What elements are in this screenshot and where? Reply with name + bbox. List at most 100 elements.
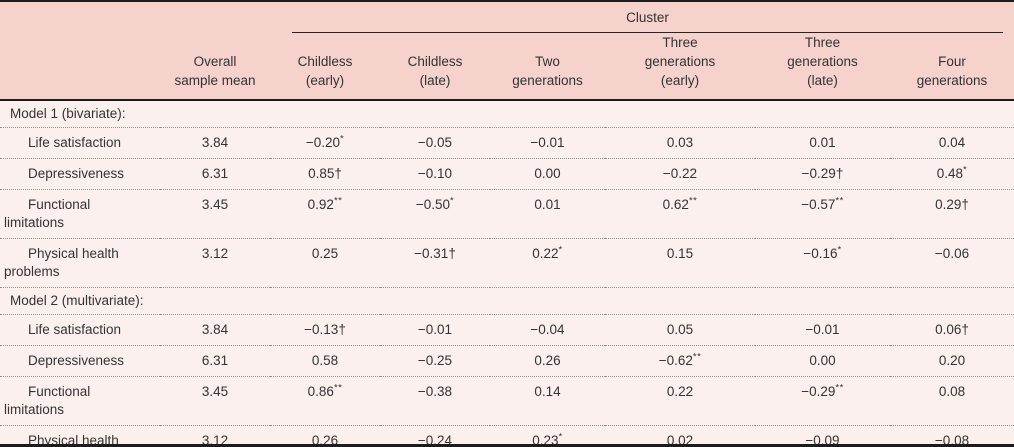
significance-stars: ** (333, 195, 343, 207)
cell-three-generations-late: −0.01 (805, 322, 840, 337)
cell-overall-sample-mean: 3.12 (201, 433, 229, 447)
significance-stars: ** (688, 195, 698, 207)
significance-stars: ** (835, 382, 844, 394)
row-label: Life satisfaction (28, 135, 122, 150)
cell-four-generations: 0.04 (938, 135, 966, 150)
cell-two-generations: 0.26 (534, 353, 561, 368)
cell-three-generations-late: −0.09 (805, 433, 840, 447)
significance-stars: * (837, 244, 842, 256)
significance-stars: ** (333, 382, 343, 394)
cell-two-generations: 0.23* (532, 431, 563, 447)
cell-three-generations-early: −0.22 (662, 166, 698, 181)
row-label: Functional limitations (4, 197, 91, 230)
table-row: Depressiveness 6.31 0.85† −0.10 0.00 −0.22 −0.… (0, 158, 1014, 190)
cell-three-generations-early: 0.62** (662, 195, 698, 212)
cell-three-generations-late: 0.01 (809, 135, 836, 150)
cell-two-generations: −0.01 (530, 135, 565, 150)
cell-three-generations-early: 0.03 (666, 135, 694, 150)
table-row: Physical health problems 3.12 0.26 −0.24 0.2… (0, 425, 1014, 447)
table-row: Life satisfaction 3.84 −0.13† −0.01 −0.04 0.0… (0, 314, 1014, 346)
bottom-rule (0, 444, 1014, 447)
significance-stars: * (449, 195, 455, 207)
cell-childless-early: 0.58 (311, 353, 339, 368)
col-header-three-generations-early: Three generations (early) (605, 33, 755, 101)
column-header-row: Overall sample mean Childless (early) Chil… (0, 33, 1014, 101)
cell-three-generations-early: 0.02 (666, 433, 694, 447)
table-row: Functional limitations 3.45 0.86** −0.38 0.1… (0, 376, 1014, 426)
col-header-four-generations: Four generations (890, 33, 1014, 101)
col-header-three-generations-late: Three generations (late) (755, 33, 890, 101)
cell-three-generations-late: −0.16* (803, 244, 842, 261)
cell-overall-sample-mean: 6.31 (201, 353, 229, 368)
row-label: Physical health problems (28, 433, 119, 447)
table-body: Model 1 (bivariate): Life satisfaction 3.8… (0, 100, 1014, 447)
cell-childless-late: −0.01 (417, 322, 453, 337)
cluster-header-label: Cluster (626, 10, 669, 25)
cell-childless-early: 0.92** (307, 195, 343, 212)
cell-childless-late: −0.50* (415, 195, 455, 212)
col-header-childless-late: Childless (late) (380, 33, 490, 101)
row-label: Functional limitations (4, 384, 91, 417)
cell-childless-late: −0.24 (417, 433, 453, 447)
cell-two-generations: 0.00 (534, 166, 561, 181)
cell-overall-sample-mean: 3.45 (201, 384, 229, 399)
cell-four-generations: −0.08 (934, 433, 970, 447)
row-label-column-header (0, 33, 160, 101)
row-label: Life satisfaction (28, 322, 122, 337)
significance-stars: * (558, 244, 563, 256)
cell-two-generations: 0.01 (534, 197, 561, 212)
table-row: Physical health problems 3.12 0.25 −0.31† 0.… (0, 238, 1014, 288)
cell-two-generations: 0.14 (534, 384, 561, 399)
cell-childless-early: −0.20* (305, 133, 345, 150)
cell-three-generations-early: 0.05 (666, 322, 694, 337)
cell-two-generations: −0.04 (530, 322, 565, 337)
model-section-row: Model 2 (multivariate): (0, 287, 1014, 315)
cell-childless-early: 0.25 (311, 246, 339, 261)
col-header-overall-sample-mean: Overall sample mean (160, 33, 270, 101)
model-section-label: Model 2 (multivariate): (10, 293, 144, 308)
cell-overall-sample-mean: 3.84 (201, 322, 229, 337)
cluster-header-row: Cluster (0, 2, 1014, 33)
cell-overall-sample-mean: 3.84 (201, 135, 229, 150)
top-rule (0, 0, 1014, 2)
cell-three-generations-early: 0.22 (666, 384, 694, 399)
cell-three-generations-early: 0.15 (666, 246, 694, 261)
row-label: Depressiveness (28, 166, 125, 181)
cell-three-generations-late: −0.57** (801, 195, 844, 212)
cell-childless-late: −0.05 (417, 135, 453, 150)
cell-childless-late: −0.25 (417, 353, 453, 368)
table-row: Functional limitations 3.45 0.92** −0.50* 0.… (0, 189, 1014, 239)
significance-stars: * (339, 133, 345, 145)
significance-stars: * (963, 164, 968, 176)
cell-overall-sample-mean: 3.45 (201, 197, 229, 212)
cell-three-generations-late: 0.00 (809, 353, 836, 368)
cell-four-generations: 0.06† (935, 322, 969, 337)
cell-childless-early: 0.26 (311, 433, 339, 447)
row-label: Depressiveness (28, 353, 125, 368)
cluster-rule: Cluster (292, 2, 1004, 33)
model-section-label: Model 1 (bivariate): (10, 106, 126, 121)
col-header-childless-early: Childless (early) (270, 33, 380, 101)
table-row: Depressiveness 6.31 0.58 −0.25 0.26 −0.62** 0.… (0, 345, 1014, 377)
cell-four-generations: 0.29† (935, 197, 969, 212)
cell-childless-late: −0.10 (417, 166, 453, 181)
cluster-header-cell: Cluster (270, 2, 1014, 33)
cell-childless-early: 0.86** (307, 382, 343, 399)
row-label: Physical health problems (4, 246, 119, 279)
significance-stars: * (558, 431, 563, 443)
cell-two-generations: 0.22* (532, 244, 563, 261)
cell-childless-early: −0.13† (304, 322, 346, 337)
table-header: Cluster Overall sample mean Childless (ea… (0, 2, 1014, 101)
significance-stars: ** (835, 195, 844, 207)
cluster-header-spacer (0, 2, 270, 33)
cell-three-generations-late: −0.29† (801, 166, 844, 181)
cell-three-generations-late: −0.29** (801, 382, 844, 399)
cell-four-generations: 0.08 (938, 384, 966, 399)
cell-childless-late: −0.38 (417, 384, 453, 399)
cell-childless-early: 0.85† (308, 166, 342, 181)
cell-childless-late: −0.31† (414, 246, 456, 261)
cell-three-generations-early: −0.62** (658, 351, 702, 368)
col-header-two-generations: Two generations (490, 33, 605, 101)
